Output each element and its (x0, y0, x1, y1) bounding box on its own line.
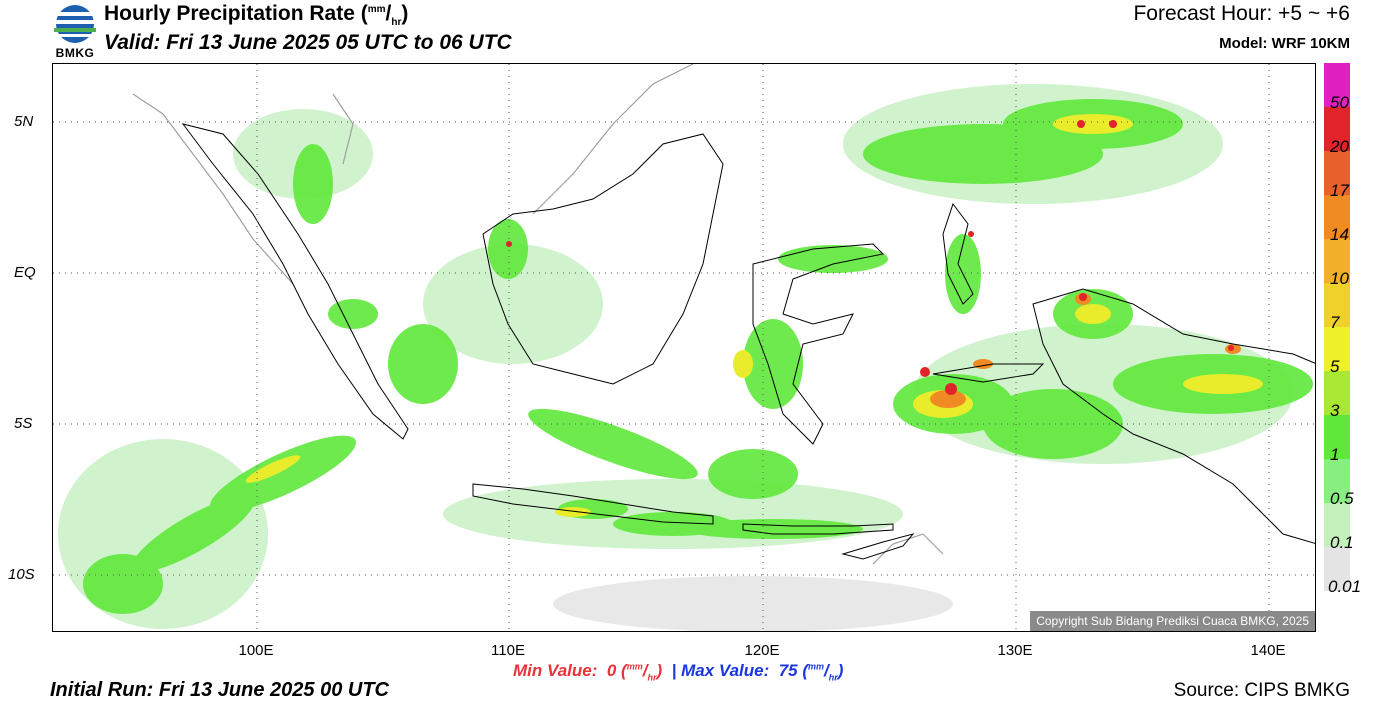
lat-label-eq: EQ (14, 264, 36, 281)
colorbar-segment (1324, 63, 1350, 107)
colorbar-segment (1324, 239, 1350, 283)
nusa-tenggara-coast (742, 523, 894, 535)
papua-coast (1032, 288, 1315, 544)
min-label: Min Value: (513, 661, 598, 680)
lon-label-130e: 130E (997, 642, 1033, 659)
colorbar-label: 17 (1330, 181, 1349, 200)
colorbar-label: 50 (1330, 93, 1349, 112)
colorbar-segment (1324, 547, 1350, 591)
colorbar-label: 0.01 (1328, 577, 1362, 596)
colorbar-label: 20 (1330, 137, 1349, 156)
initial-run: Initial Run: Fri 13 June 2025 00 UTC (50, 679, 389, 701)
colorbar-label: 0.5 (1330, 489, 1354, 508)
colorbar-segment (1324, 459, 1350, 503)
colorbar-label: 7 (1330, 313, 1340, 332)
neighbor-land (132, 64, 944, 565)
halmahera-coast (942, 202, 974, 305)
colorbar-segment (1324, 151, 1350, 195)
lon-label-100e: 100E (238, 642, 274, 659)
rain-green-layer (83, 99, 1313, 614)
colorbar-label: 1 (1330, 445, 1340, 464)
model-label: Model: WRF 10KM (1219, 35, 1350, 52)
colorbar-segment (1324, 327, 1350, 371)
lat-label-10s: 10S (8, 566, 35, 583)
borneo-coast (482, 133, 724, 385)
page-title: Hourly Precipitation Rate (mm/hr) (104, 2, 408, 28)
rain-yellow-layer (245, 114, 1263, 517)
min-unit-den: hr (647, 672, 657, 683)
min-value: 0 (606, 661, 617, 680)
title-unit-num: mm (367, 4, 386, 15)
seram-coast (932, 363, 1045, 383)
title-close: ) (401, 2, 409, 25)
max-unit-den: hr (828, 672, 838, 683)
sulawesi-coast (752, 243, 885, 445)
valid-time: Valid: Fri 13 June 2025 05 UTC to 06 UTC (104, 31, 512, 54)
copyright-label: Copyright Sub Bidang Prediksi Cuaca BMKG… (1030, 611, 1315, 631)
lat-label-5n: 5N (14, 113, 34, 130)
max-label: Max Value: (681, 661, 770, 680)
colorbar-segment (1324, 371, 1350, 415)
lat-label-5s: 5S (14, 415, 33, 432)
rain-light-layer (58, 84, 1293, 631)
colorbar-label: 5 (1330, 357, 1340, 376)
colorbar-label: 3 (1330, 401, 1340, 420)
colorbar-label: 10 (1330, 269, 1349, 288)
max-unit-sep: / (824, 661, 829, 680)
java-coast (472, 483, 714, 525)
colorbar-segment (1324, 503, 1350, 547)
title-main: Hourly Precipitation Rate ( (104, 2, 368, 25)
colorbar-label: 0.1 (1330, 533, 1354, 552)
lon-label-110e: 110E (491, 642, 525, 659)
source-label: Source: CIPS BMKG (1173, 680, 1350, 701)
coastlines (181, 123, 1315, 560)
sumatra-coast (181, 123, 409, 440)
colorbar-segment (1324, 415, 1350, 459)
colorbar-segment (1324, 283, 1350, 327)
min-unit-num: mm (626, 661, 643, 672)
graticule (53, 64, 1315, 631)
min-unit-sep: / (642, 661, 648, 680)
logo-text: BMKG (55, 46, 95, 60)
bmkg-logo-icon (54, 5, 96, 43)
max-value: 75 (778, 661, 798, 680)
lon-label-120e: 120E (744, 642, 780, 659)
title-unit-sep: / (385, 2, 392, 25)
map-canvas (53, 64, 1315, 631)
max-unit-num: mm (808, 661, 825, 672)
timor-coast (841, 533, 915, 560)
precipitation-map[interactable]: Copyright Sub Bidang Prediksi Cuaca BMKG… (52, 63, 1316, 632)
colorbar-label: 14 (1330, 225, 1349, 244)
min-max-values: Min Value: 0 (mm/hr) | Max Value: 75 (mm… (513, 661, 844, 683)
colorbar (1324, 63, 1350, 591)
lon-label-140e: 140E (1250, 642, 1286, 659)
title-unit-den: hr (391, 17, 402, 29)
colorbar-segment (1324, 107, 1350, 151)
colorbar-segment (1324, 195, 1350, 239)
forecast-hour: Forecast Hour: +5 ~ +6 (1133, 2, 1350, 25)
bmkg-logo: BMKG (50, 2, 100, 60)
